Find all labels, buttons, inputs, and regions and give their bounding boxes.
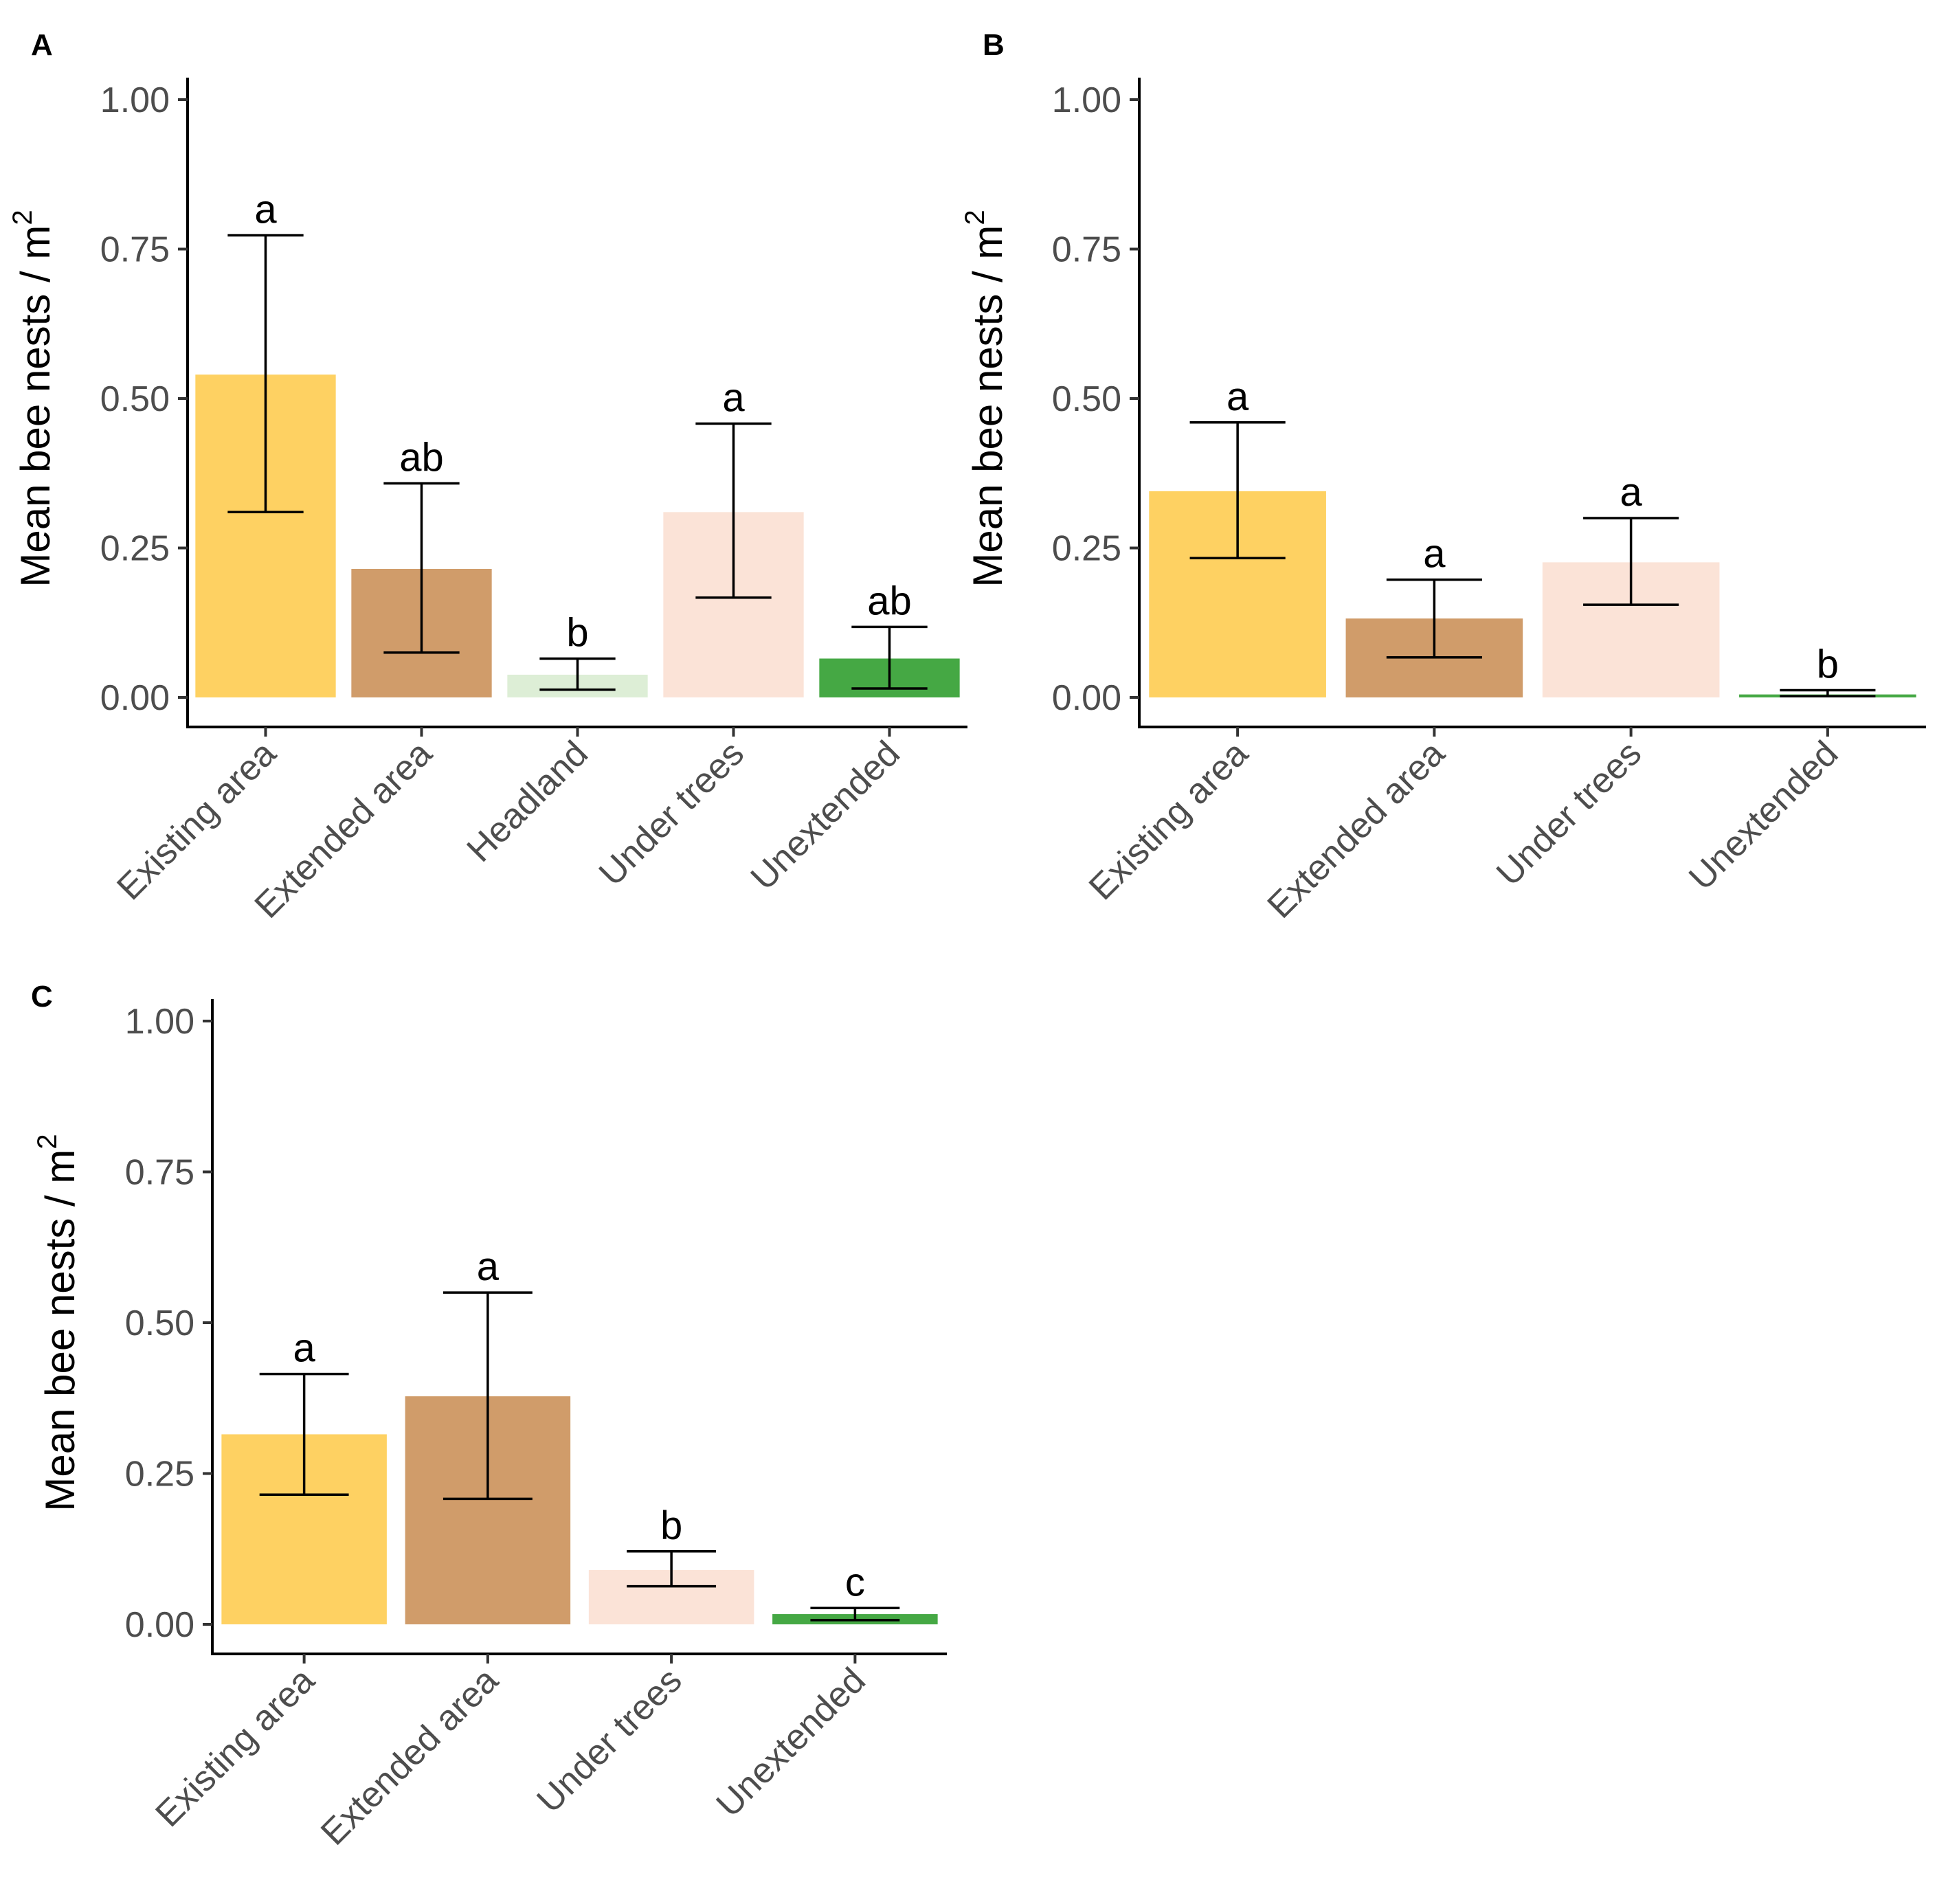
y-tick-label: 1.00 <box>1052 80 1121 120</box>
y-tick-label: 0.50 <box>1052 379 1121 419</box>
significance-label: c <box>845 1560 865 1604</box>
x-tick-label: Under trees <box>529 1660 689 1820</box>
x-tick-label: Under trees <box>592 733 752 893</box>
error-bar <box>383 482 460 654</box>
x-tick-label: Existing area <box>109 733 284 908</box>
error-bar <box>1780 688 1876 698</box>
error-bar <box>627 1550 717 1588</box>
significance-label: b <box>566 610 588 655</box>
error-bar <box>539 657 616 691</box>
error-bar <box>1583 517 1679 606</box>
x-tick-label: Extended area <box>313 1660 506 1852</box>
error-bar <box>1189 421 1286 560</box>
panel-a: Aa ab b a ab 0.00 0.25 0.50 0.75 1.00 Existing are… <box>8 28 967 926</box>
y-tick-label: 0.75 <box>125 1153 194 1193</box>
significance-label: a <box>1620 470 1642 515</box>
significance-label: ab <box>867 579 912 623</box>
x-tick-label: Under trees <box>1489 733 1649 893</box>
y-axis-title: Mean bee nests / m2 <box>8 210 58 587</box>
error-bar <box>227 234 304 514</box>
y-tick-label: 0.00 <box>1052 678 1121 718</box>
y-tick-label: 0.25 <box>1052 529 1121 569</box>
y-tick-label: 0.00 <box>125 1605 194 1645</box>
panel-letter: C <box>31 980 53 1013</box>
significance-label: a <box>293 1326 315 1371</box>
x-tick-label: Unextended <box>743 733 908 897</box>
error-bar <box>695 422 772 599</box>
error-bar <box>851 625 928 690</box>
error-bar <box>810 1606 900 1622</box>
x-tick-label: Headland <box>460 733 596 869</box>
x-tick-label: Existing area <box>148 1660 323 1835</box>
y-tick-label: 0.75 <box>100 230 170 270</box>
panel-c: Ca a b c 0.00 0.25 0.50 0.75 1.00 Existing areaEx… <box>31 980 947 1853</box>
y-tick-label: 1.00 <box>125 1002 194 1042</box>
x-tick-label: Extended area <box>1260 733 1453 926</box>
error-bar <box>259 1372 349 1496</box>
x-tick-label: Existing area <box>1082 733 1256 908</box>
significance-label: a <box>1227 374 1249 419</box>
y-tick-label: 0.50 <box>100 379 170 419</box>
panel-b: Ba a a b 0.00 0.25 0.50 0.75 1.00 Existing area Ex… <box>960 28 1926 926</box>
significance-label: b <box>1817 642 1839 687</box>
significance-label: a <box>722 376 745 421</box>
significance-label: a <box>477 1244 500 1289</box>
y-tick-label: 0.25 <box>125 1455 194 1494</box>
y-tick-label: 0.50 <box>125 1303 194 1343</box>
y-axis-title: Mean bee nests / m2 <box>32 1134 83 1511</box>
x-tick-label: Unextended <box>1681 733 1846 897</box>
error-bar <box>443 1291 533 1501</box>
panel-letter: A <box>31 28 53 62</box>
significance-label: ab <box>399 436 444 480</box>
panel-letter: B <box>983 28 1005 62</box>
error-bar <box>1386 578 1482 659</box>
significance-label: a <box>254 187 277 232</box>
y-tick-label: 1.00 <box>100 80 170 120</box>
y-tick-label: 0.25 <box>100 529 170 569</box>
y-axis-title: Mean bee nests / m2 <box>960 210 1011 587</box>
significance-label: a <box>1423 532 1446 576</box>
y-tick-label: 0.00 <box>100 678 170 718</box>
x-tick-label: Unextended <box>709 1660 873 1824</box>
significance-label: b <box>660 1503 682 1548</box>
y-tick-label: 0.75 <box>1052 230 1121 270</box>
